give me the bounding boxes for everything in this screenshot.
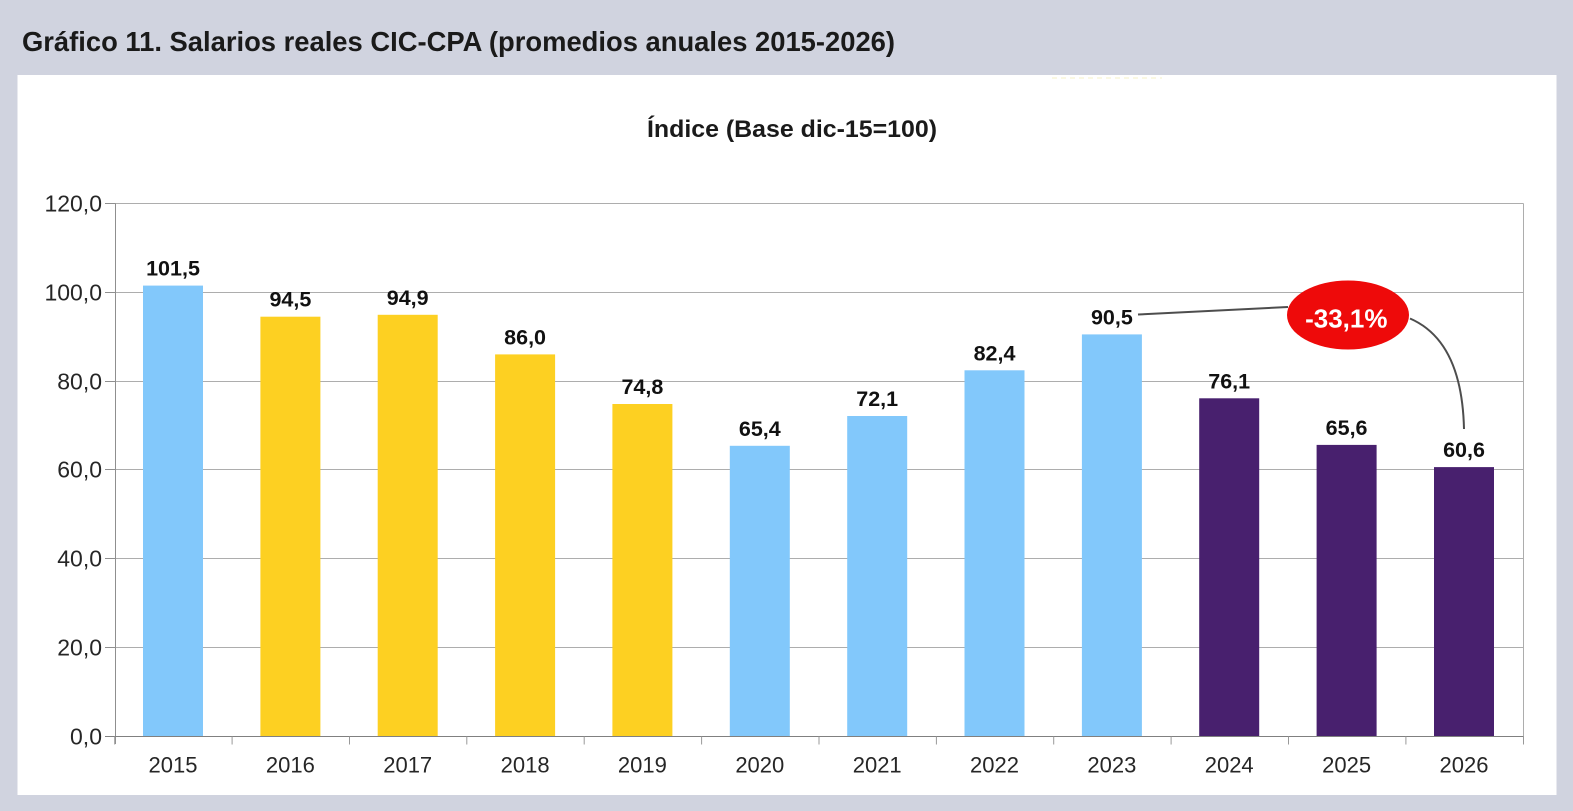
svg-text:2024: 2024 — [1205, 753, 1254, 778]
svg-text:65,4: 65,4 — [739, 417, 781, 441]
svg-text:80,0: 80,0 — [57, 369, 102, 395]
svg-text:94,5: 94,5 — [269, 288, 311, 312]
svg-text:2015: 2015 — [149, 753, 198, 778]
svg-text:90,5: 90,5 — [1091, 305, 1133, 329]
svg-text:2023: 2023 — [1087, 753, 1136, 778]
svg-text:76,1: 76,1 — [1208, 369, 1250, 393]
svg-text:120,0: 120,0 — [44, 191, 102, 217]
svg-text:2020: 2020 — [735, 753, 784, 778]
svg-text:72,1: 72,1 — [856, 387, 898, 411]
svg-text:2025: 2025 — [1322, 753, 1371, 778]
svg-text:Gráfico 11. Salarios reales CI: Gráfico 11. Salarios reales CIC-CPA (pro… — [22, 26, 895, 57]
svg-text:94,9: 94,9 — [387, 286, 429, 310]
svg-text:2016: 2016 — [266, 753, 315, 778]
svg-text:0,0: 0,0 — [70, 724, 102, 750]
svg-text:74,8: 74,8 — [621, 375, 663, 399]
svg-text:65,6: 65,6 — [1326, 416, 1368, 440]
svg-text:Índice (Base dic-15=100): Índice (Base dic-15=100) — [647, 115, 937, 143]
svg-text:60,0: 60,0 — [57, 457, 102, 483]
svg-text:60,6: 60,6 — [1443, 438, 1485, 462]
svg-text:2018: 2018 — [501, 753, 550, 778]
svg-text:2026: 2026 — [1440, 753, 1489, 778]
svg-text:86,0: 86,0 — [504, 325, 546, 349]
svg-text:2017: 2017 — [383, 753, 432, 778]
svg-text:2022: 2022 — [970, 753, 1019, 778]
svg-text:101,5: 101,5 — [146, 257, 200, 281]
svg-text:82,4: 82,4 — [974, 341, 1016, 365]
svg-text:40,0: 40,0 — [57, 546, 102, 572]
svg-text:2019: 2019 — [618, 753, 667, 778]
svg-text:100,0: 100,0 — [44, 280, 102, 306]
svg-text:20,0: 20,0 — [57, 635, 102, 661]
svg-text:2021: 2021 — [853, 753, 902, 778]
svg-text:-33,1%: -33,1% — [1305, 304, 1387, 334]
